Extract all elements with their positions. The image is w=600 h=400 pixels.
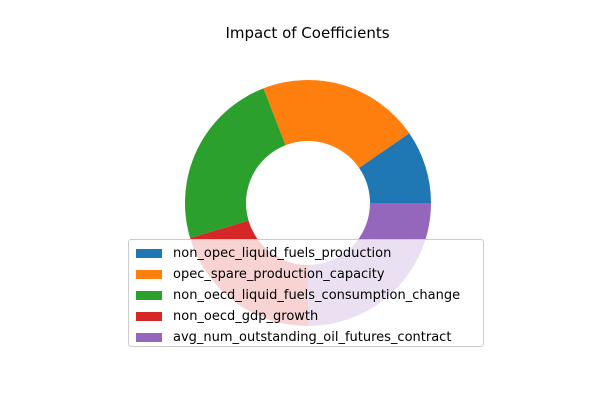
donut-wedge-non-opec-liquid-fuels-production [359, 133, 431, 203]
legend-swatch [136, 270, 162, 279]
legend-swatch [136, 333, 162, 342]
legend-item: opec_spare_production_capacity [129, 264, 483, 285]
legend-swatch [136, 291, 162, 300]
legend-swatch [136, 249, 162, 258]
legend-swatch [136, 312, 162, 321]
legend-item: non_oecd_liquid_fuels_consumption_change [129, 285, 483, 306]
chart-legend: non_opec_liquid_fuels_production opec_spa… [128, 239, 484, 347]
legend-label: avg_num_outstanding_oil_futures_contract [173, 330, 452, 345]
legend-label: non_opec_liquid_fuels_production [173, 246, 392, 261]
legend-item: non_opec_liquid_fuels_production [129, 243, 483, 264]
chart-title: Impact of Coefficients [225, 24, 390, 42]
donut-wedge-non-oecd-liquid-fuels-consumption-change [185, 88, 286, 239]
legend-label: opec_spare_production_capacity [173, 267, 385, 282]
legend-item: avg_num_outstanding_oil_futures_contract [129, 327, 483, 348]
legend-item: non_oecd_gdp_growth [129, 306, 483, 327]
legend-label: non_oecd_gdp_growth [173, 309, 319, 324]
donut-wedge-opec-spare-production-capacity [263, 79, 410, 168]
legend-label: non_oecd_liquid_fuels_consumption_change [173, 288, 461, 303]
